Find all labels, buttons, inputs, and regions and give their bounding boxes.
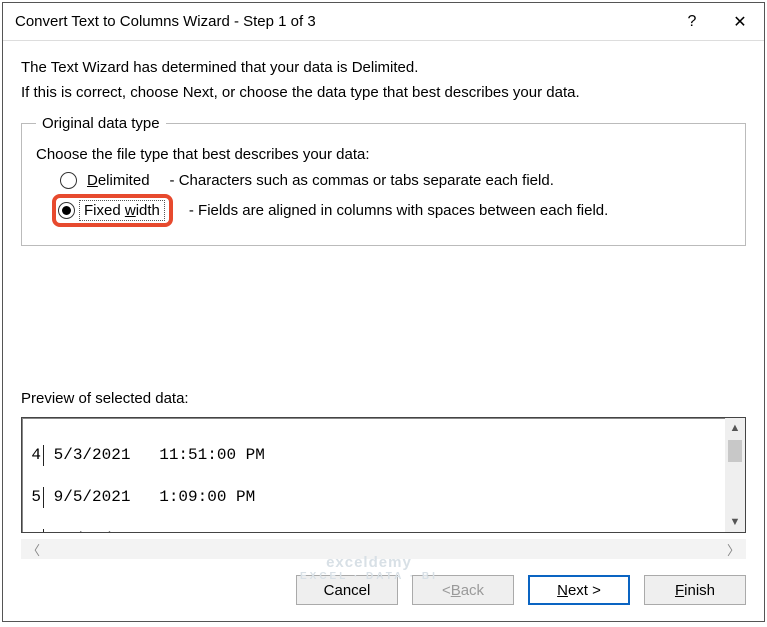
next-button[interactable]: Next > (528, 575, 630, 605)
preview-row: 5 9/5/2021 1:09:00 PM (30, 487, 737, 508)
intro-line-1: The Text Wizard has determined that your… (21, 59, 746, 76)
intro-line-2: If this is correct, choose Next, or choo… (21, 84, 746, 101)
scroll-up-col: ▲ (728, 418, 742, 462)
radio-label-delimited[interactable]: Delimited (83, 171, 154, 190)
back-button: < Back (412, 575, 514, 605)
scroll-right-arrow-icon[interactable]: 〉 (727, 540, 740, 559)
help-button[interactable]: ? (668, 3, 716, 40)
preview-row: 4 5/3/2021 11:51:00 PM (30, 445, 737, 466)
preview-row: 6 25/12/2021 07:05 PM (30, 529, 737, 533)
cancel-button[interactable]: Cancel (296, 575, 398, 605)
finish-button[interactable]: Finish (644, 575, 746, 605)
group-legend: Original data type (36, 115, 166, 132)
radio-delimited[interactable] (60, 172, 77, 189)
preview-label: Preview of selected data: (21, 390, 746, 407)
radio-row-fixed-width[interactable]: Fixed width - Fields are aligned in colu… (56, 194, 731, 227)
close-button[interactable]: ✕ (716, 3, 764, 40)
vertical-scrollbar[interactable]: ▲ ▼ (725, 418, 745, 532)
radio-fixed-width[interactable] (58, 202, 75, 219)
preview-box: 4 5/3/2021 11:51:00 PM 5 9/5/2021 1:09:0… (21, 417, 746, 533)
spacer (21, 256, 746, 390)
scroll-left-arrow-icon[interactable]: 〈 (27, 540, 40, 559)
window-title: Convert Text to Columns Wizard - Step 1 … (15, 13, 668, 30)
radio-label-fixed-width[interactable]: Fixed width (79, 200, 165, 221)
radio-desc-fixed-width: - Fields are aligned in columns with spa… (189, 202, 608, 219)
titlebar: Convert Text to Columns Wizard - Step 1 … (3, 3, 764, 41)
scroll-down-arrow-icon[interactable]: ▼ (725, 512, 745, 532)
preview-container: 4 5/3/2021 11:51:00 PM 5 9/5/2021 1:09:0… (21, 417, 746, 533)
button-row: Cancel < Back Next > Finish (3, 565, 764, 621)
scroll-up-arrow-icon[interactable]: ▲ (728, 418, 742, 438)
wizard-dialog: Convert Text to Columns Wizard - Step 1 … (2, 2, 765, 622)
dialog-content: The Text Wizard has determined that your… (3, 41, 764, 565)
scroll-thumb[interactable] (728, 440, 742, 462)
radio-row-delimited[interactable]: Delimited - Characters such as commas or… (60, 171, 731, 190)
choose-prompt: Choose the file type that best describes… (36, 146, 731, 163)
horizontal-scrollbar[interactable]: 〈 〉 (21, 539, 746, 559)
highlight-fixed-width: Fixed width (52, 194, 173, 227)
radio-desc-delimited: - Characters such as commas or tabs sepa… (170, 172, 554, 189)
original-data-type-group: Original data type Choose the file type … (21, 115, 746, 246)
